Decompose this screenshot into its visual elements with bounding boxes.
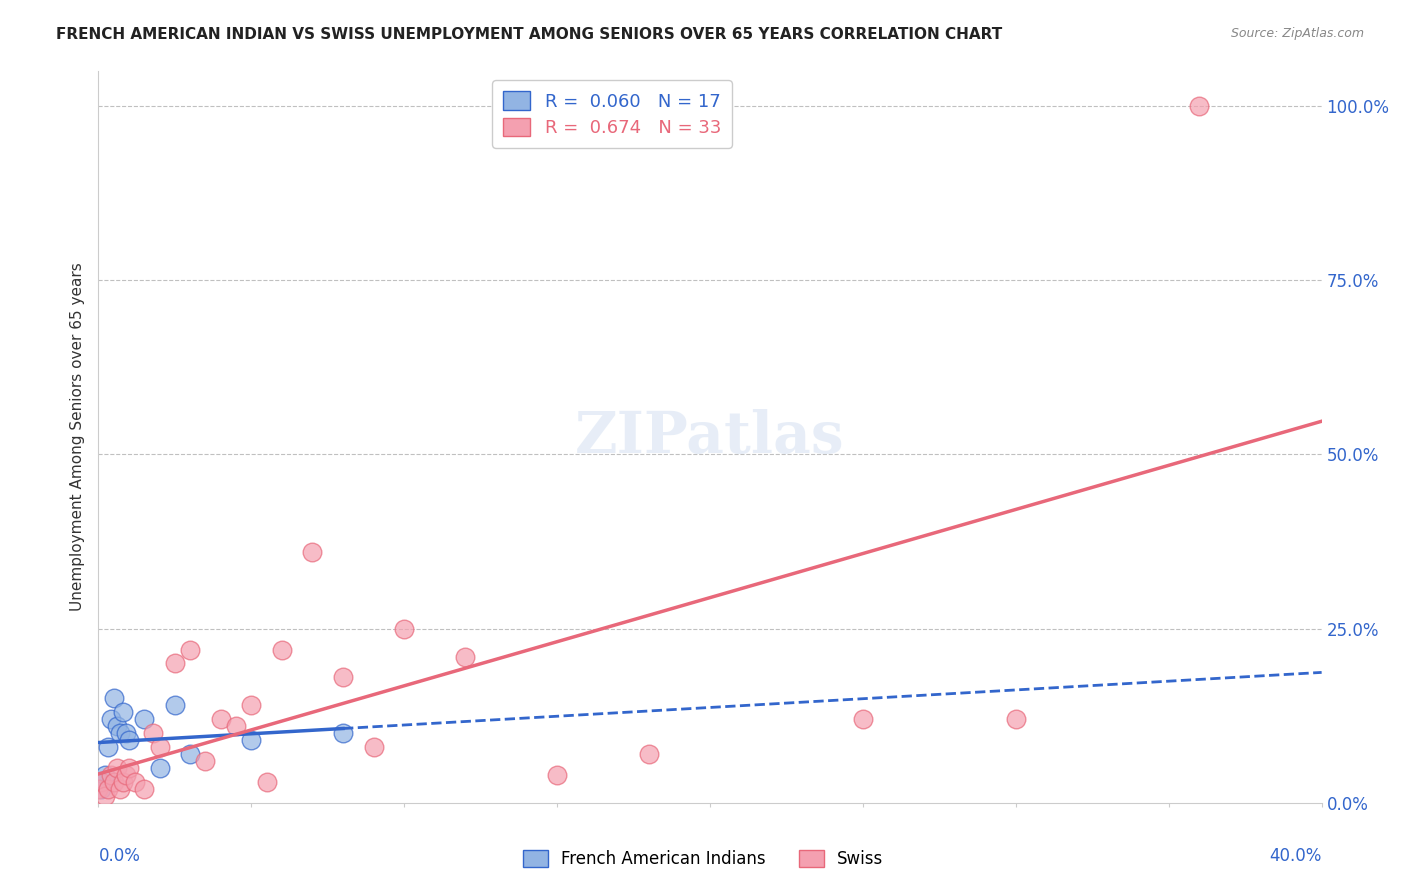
Point <box>1004 712 1026 726</box>
Point <box>194 754 217 768</box>
Point <box>90 781 112 796</box>
Point <box>142 726 165 740</box>
Point <box>115 726 138 740</box>
Point <box>270 642 292 657</box>
Point <box>454 649 477 664</box>
Point <box>111 705 134 719</box>
Point <box>87 775 110 789</box>
Legend: R =  0.060   N = 17, R =  0.674   N = 33: R = 0.060 N = 17, R = 0.674 N = 33 <box>492 80 733 148</box>
Point <box>108 781 131 796</box>
Point <box>124 775 146 789</box>
Point <box>546 768 568 782</box>
Y-axis label: Unemployment Among Seniors over 65 years: Unemployment Among Seniors over 65 years <box>69 263 84 611</box>
Point <box>363 740 385 755</box>
Point <box>93 789 115 803</box>
Point <box>134 781 156 796</box>
Point <box>97 740 120 755</box>
Point <box>240 698 263 713</box>
Point <box>637 747 661 761</box>
Point <box>115 768 138 782</box>
Point <box>163 698 186 713</box>
Point <box>103 691 125 706</box>
Point <box>392 622 416 636</box>
Point <box>179 747 201 761</box>
Text: FRENCH AMERICAN INDIAN VS SWISS UNEMPLOYMENT AMONG SENIORS OVER 65 YEARS CORRELA: FRENCH AMERICAN INDIAN VS SWISS UNEMPLOY… <box>56 27 1002 42</box>
Point <box>332 670 354 684</box>
Point <box>149 761 172 775</box>
Point <box>301 545 323 559</box>
Point <box>105 719 128 733</box>
Point <box>179 642 201 657</box>
Point <box>134 712 156 726</box>
Point <box>105 761 128 775</box>
Point <box>256 775 278 789</box>
Point <box>163 657 186 671</box>
Point <box>111 775 134 789</box>
Point <box>93 768 115 782</box>
Point <box>97 781 120 796</box>
Point <box>108 726 131 740</box>
Point <box>87 781 110 796</box>
Point <box>332 726 354 740</box>
Point <box>240 733 263 747</box>
Point <box>100 712 122 726</box>
Text: ZIPatlas: ZIPatlas <box>575 409 845 465</box>
Point <box>1188 99 1211 113</box>
Text: Source: ZipAtlas.com: Source: ZipAtlas.com <box>1230 27 1364 40</box>
Point <box>852 712 875 726</box>
Point <box>118 733 141 747</box>
Legend: French American Indians, Swiss: French American Indians, Swiss <box>516 843 890 875</box>
Text: 40.0%: 40.0% <box>1270 847 1322 864</box>
Point <box>149 740 172 755</box>
Point <box>90 775 112 789</box>
Text: 0.0%: 0.0% <box>98 847 141 864</box>
Point <box>225 719 247 733</box>
Point <box>209 712 232 726</box>
Point <box>100 768 122 782</box>
Point <box>118 761 141 775</box>
Point <box>103 775 125 789</box>
